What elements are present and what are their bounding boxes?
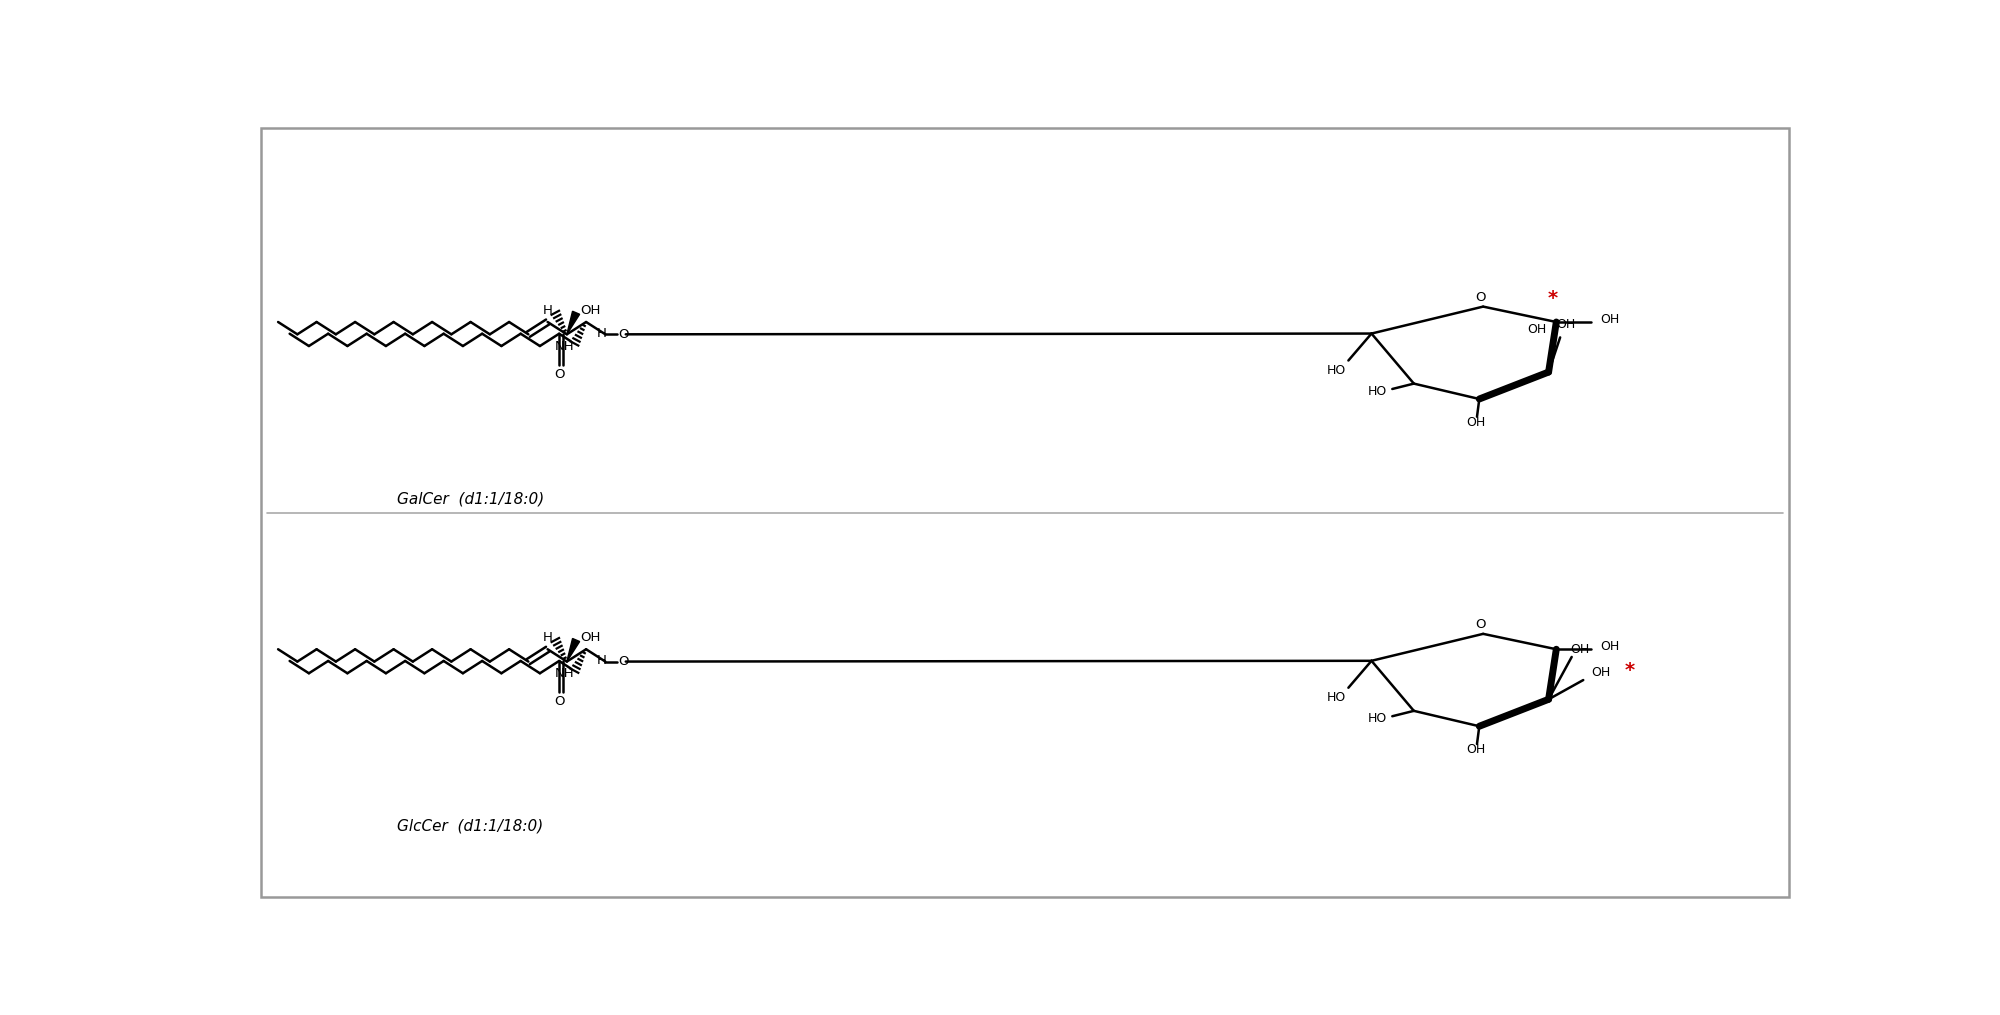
- Text: HO: HO: [1328, 364, 1346, 377]
- Text: O: O: [1476, 291, 1486, 303]
- Text: O: O: [554, 368, 564, 381]
- Text: OH: OH: [1466, 415, 1486, 428]
- Text: HO: HO: [1368, 385, 1386, 398]
- Text: O: O: [1476, 618, 1486, 631]
- Text: H: H: [542, 631, 552, 645]
- Text: OH: OH: [580, 303, 600, 317]
- Text: HO: HO: [1368, 713, 1386, 725]
- Text: H: H: [542, 303, 552, 317]
- Text: OH: OH: [1570, 642, 1590, 656]
- Text: OH: OH: [1592, 666, 1610, 679]
- Text: H: H: [596, 655, 606, 667]
- Text: OH: OH: [1528, 323, 1546, 336]
- Text: NH: NH: [554, 668, 574, 680]
- Text: *: *: [1548, 289, 1558, 309]
- Text: NH: NH: [554, 340, 574, 353]
- Text: OH: OH: [1466, 743, 1486, 756]
- Text: *: *: [1624, 661, 1634, 679]
- Text: HO: HO: [1328, 691, 1346, 704]
- Polygon shape: [566, 312, 580, 334]
- Text: GlcCer  (d1:1/18:0): GlcCer (d1:1/18:0): [398, 819, 544, 834]
- Text: OH: OH: [1600, 640, 1620, 654]
- Text: GalCer  (d1:1/18:0): GalCer (d1:1/18:0): [396, 491, 544, 506]
- Polygon shape: [566, 638, 580, 662]
- Text: H: H: [596, 327, 606, 340]
- Text: OH: OH: [580, 631, 600, 645]
- Text: O: O: [618, 328, 628, 341]
- Text: O: O: [618, 655, 628, 668]
- Text: OH: OH: [1556, 318, 1576, 331]
- Text: O: O: [554, 695, 564, 708]
- Text: OH: OH: [1600, 314, 1620, 326]
